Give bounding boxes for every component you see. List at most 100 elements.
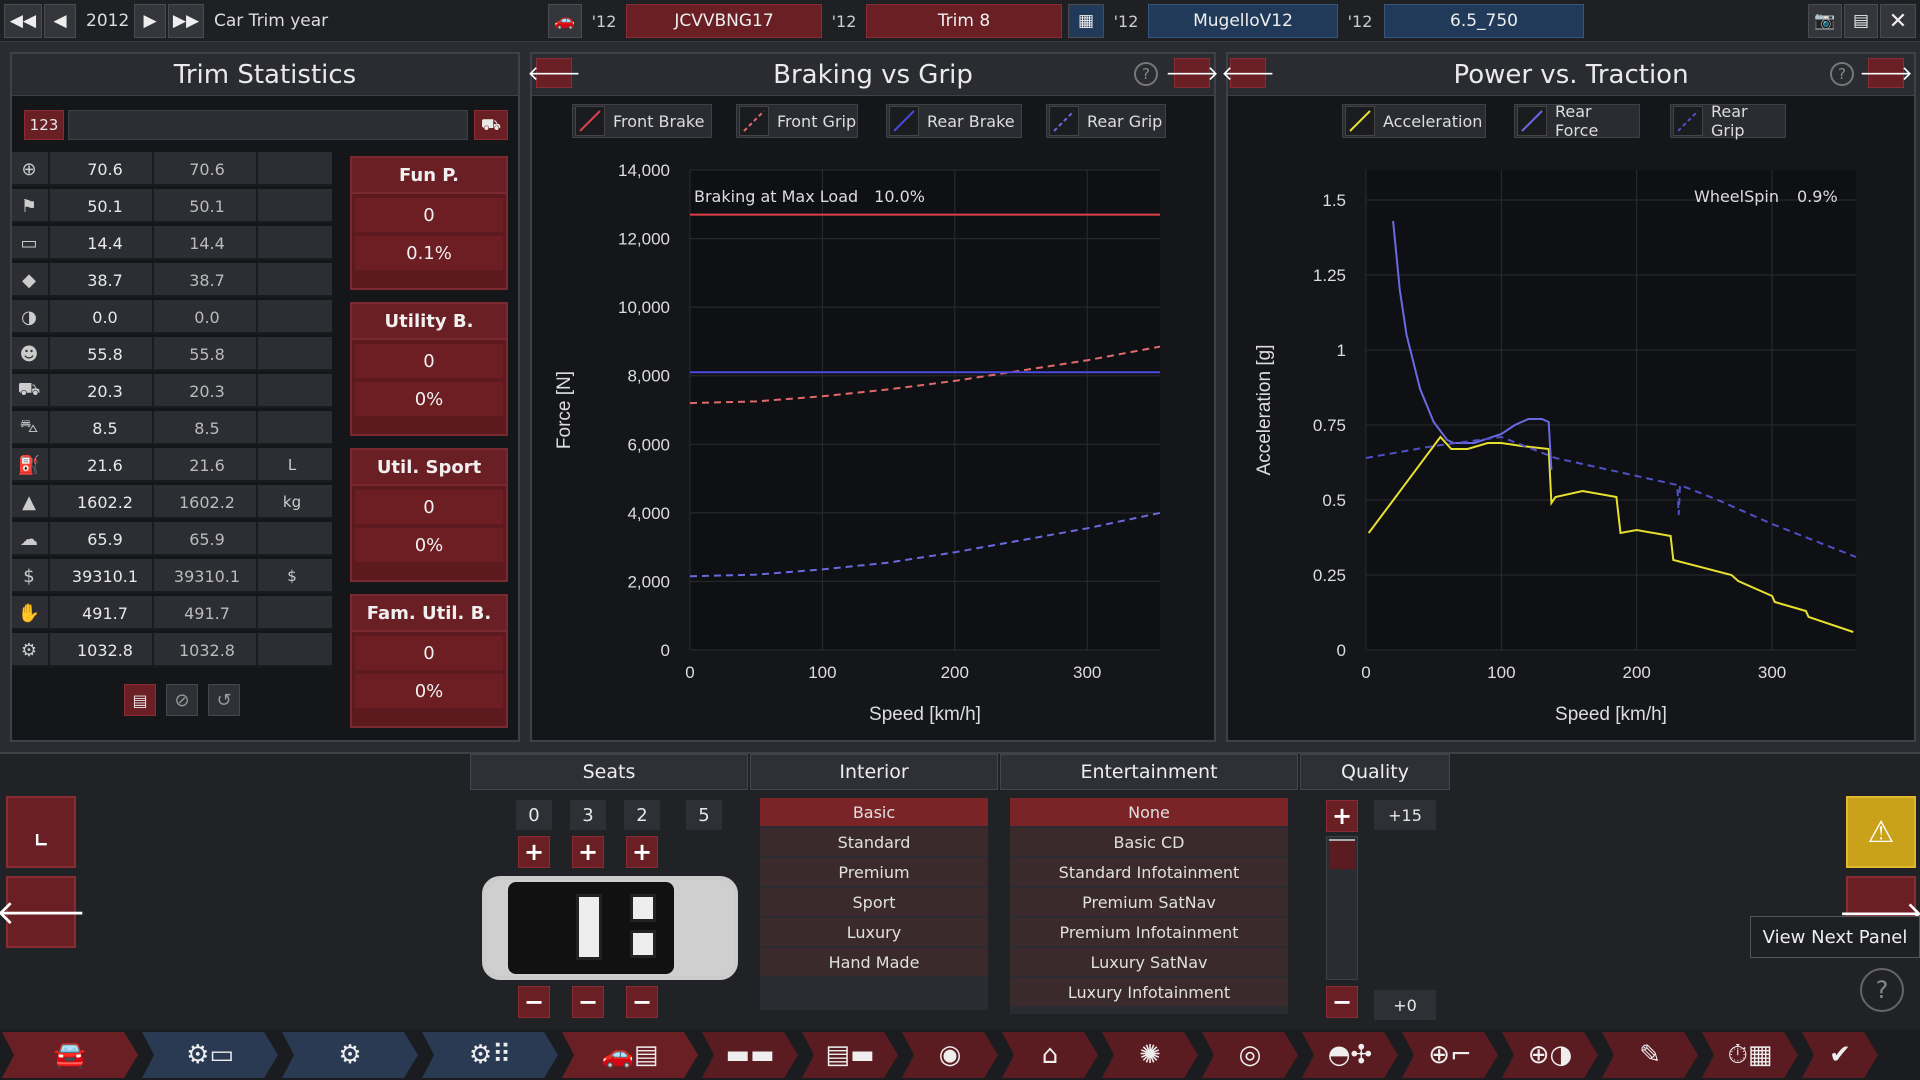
add-seat-row1-button[interactable]: + — [518, 836, 550, 868]
tab-engine-parts-icon[interactable]: ⚙▭ — [142, 1032, 278, 1078]
trim-name[interactable]: Trim 8 — [866, 4, 1062, 38]
fuel-icon: ⛽ — [17, 454, 41, 476]
report-icon[interactable]: ▤ — [124, 684, 156, 716]
stat-row: ⊕ 70.6 70.6 — [12, 152, 332, 186]
help-icon[interactable]: ? — [1830, 62, 1854, 86]
legend-swatch — [739, 106, 769, 136]
stat-row: ▭ 14.4 14.4 — [12, 226, 332, 260]
truck-icon: ⛟ — [17, 379, 41, 400]
environment-icon: ☁ — [20, 528, 38, 550]
stat-value: 70.6 — [87, 159, 123, 179]
clear-icon[interactable]: ⊘ — [166, 684, 198, 716]
stat-row: ⛍ 8.5 8.5 — [12, 411, 332, 445]
tab-engine-tune-icon[interactable]: ⚙⠿ — [422, 1032, 558, 1078]
entertainment-option-luxury-satnav[interactable]: Luxury SatNav — [1010, 948, 1288, 978]
interior-option-luxury[interactable]: Luxury — [760, 918, 988, 948]
last-year-button[interactable]: ▶▶ — [168, 4, 204, 38]
help-icon[interactable]: ? — [1860, 968, 1904, 1012]
x-tick-label: 300 — [1758, 663, 1786, 682]
stat-row: ☁ 65.9 65.9 — [12, 522, 332, 556]
interior-option-standard[interactable]: Standard — [760, 828, 988, 858]
truck-filter-icon[interactable]: ⛟ — [474, 110, 508, 140]
filter-number-label[interactable]: 123 — [24, 110, 64, 140]
legend-rear-brake[interactable]: Rear Brake — [886, 104, 1022, 138]
y-axis-label: Acceleration [g] — [1254, 345, 1275, 476]
tab-fixtures-icon[interactable]: ▬▬ — [702, 1032, 798, 1078]
variant-name[interactable]: 6.5_750 — [1384, 4, 1584, 38]
tab-aero-icon[interactable]: ◓✣ — [1302, 1032, 1398, 1078]
legend-front-grip[interactable]: Front Grip — [736, 104, 858, 138]
row-divider — [256, 559, 258, 593]
interior-option-sport[interactable]: Sport — [760, 888, 988, 918]
first-year-button[interactable]: ◀◀ — [4, 4, 42, 38]
entertainment-option-standard-infotainment[interactable]: Standard Infotainment — [1010, 858, 1288, 888]
calculator-icon[interactable]: ▤ — [1844, 4, 1878, 38]
legend-acceleration[interactable]: Acceleration — [1342, 104, 1486, 138]
tab-suspension-icon[interactable]: ⌂ — [1002, 1032, 1098, 1078]
seat-count-1: 3 — [570, 800, 606, 830]
tab-wheels-icon[interactable]: ✺ — [1102, 1032, 1198, 1078]
next-year-button[interactable]: ▶ — [134, 4, 166, 38]
entertainment-option-none[interactable]: None — [1010, 798, 1288, 828]
entertainment-option-basic-cd[interactable]: Basic CD — [1010, 828, 1288, 858]
tab-trim-seats-icon[interactable]: 🚗▤ — [562, 1032, 698, 1078]
row-divider — [152, 596, 154, 630]
tab-tuning-icon[interactable]: ✎ — [1602, 1032, 1698, 1078]
tab-testing-icon[interactable]: ⏱▦ — [1702, 1032, 1798, 1078]
row-divider — [256, 485, 258, 519]
car-model-icon[interactable]: 🚗 — [548, 4, 582, 38]
tab-finish-icon[interactable]: ✔ — [1802, 1032, 1878, 1078]
legend-front-brake[interactable]: Front Brake — [572, 104, 712, 138]
remove-seat-row1-button[interactable]: − — [518, 986, 550, 1018]
engine-icon[interactable]: ▦ — [1068, 4, 1104, 38]
tab-engine-design-icon[interactable]: ⚙ — [282, 1032, 418, 1078]
group-percent: 0% — [355, 674, 503, 708]
remove-seat-row3-button[interactable]: − — [626, 986, 658, 1018]
interior-option-premium[interactable]: Premium — [760, 858, 988, 888]
close-icon[interactable]: ✕ — [1880, 4, 1916, 38]
quality-decrease-button[interactable]: − — [1326, 986, 1358, 1018]
prev-panel-button[interactable]: 🡐 — [1221, 58, 1275, 88]
next-panel-button[interactable]: 🡒 — [1859, 58, 1913, 88]
quality-increase-button[interactable]: + — [1326, 800, 1358, 832]
quality-slider[interactable] — [1326, 836, 1358, 980]
search-input[interactable] — [68, 110, 468, 140]
legend-rear-force[interactable]: Rear Force — [1514, 102, 1640, 140]
next-panel-button[interactable]: 🡒 — [1165, 58, 1219, 88]
back-button[interactable]: 🡐 — [0, 876, 87, 948]
add-seat-row3-button[interactable]: + — [626, 836, 658, 868]
chart-axes-icon[interactable]: ⌞ — [6, 796, 76, 868]
stat-unit — [267, 152, 317, 186]
tab-safety-icon[interactable]: ⊕◑ — [1502, 1032, 1598, 1078]
entertainment-option-luxury-infotainment[interactable]: Luxury Infotainment — [1010, 978, 1288, 1008]
tab-body-icon[interactable]: 🚘 — [2, 1032, 138, 1078]
interior-option-basic[interactable]: Basic — [760, 798, 988, 828]
tab-lights-icon[interactable]: ◉ — [902, 1032, 998, 1078]
help-icon[interactable]: ? — [1134, 62, 1158, 86]
quality-slider-handle[interactable] — [1329, 839, 1355, 869]
engine-name[interactable]: MugelloV12 — [1148, 4, 1338, 38]
tab-interior-icon[interactable]: ▤▬ — [802, 1032, 898, 1078]
prev-year-button[interactable]: ◀ — [44, 4, 76, 38]
braking-chart: 0 100 200 300 0 2,000 4,000 6,000 8,000 10,000 12,… — [554, 161, 1161, 725]
entertainment-option-premium-infotainment[interactable]: Premium Infotainment — [1010, 918, 1288, 948]
variant-year: '12 — [1347, 11, 1373, 31]
entertainment-option-premium-satnav[interactable]: Premium SatNav — [1010, 888, 1288, 918]
stat-value: 65.9 — [87, 529, 123, 549]
tab-brakes-icon[interactable]: ◎ — [1202, 1032, 1298, 1078]
warning-icon[interactable]: ⚠ — [1846, 796, 1916, 868]
tab-driving-icon[interactable]: ⊕⌐ — [1402, 1032, 1498, 1078]
camera-icon[interactable]: 📷 — [1808, 4, 1842, 38]
row-divider — [48, 485, 50, 519]
legend-rear-grip[interactable]: Rear Grip — [1670, 102, 1786, 140]
remove-seat-row2-button[interactable]: − — [572, 986, 604, 1018]
legend-rear-grip[interactable]: Rear Grip — [1046, 104, 1166, 138]
panel-title: Trim Statistics — [12, 54, 518, 96]
model-name[interactable]: JCVVBNG17 — [626, 4, 822, 38]
reset-icon[interactable]: ↺ — [208, 684, 240, 716]
interior-option-hand-made[interactable]: Hand Made — [760, 948, 988, 978]
add-seat-row2-button[interactable]: + — [572, 836, 604, 868]
row-divider — [48, 263, 50, 297]
wheelspin-annotation: WheelSpin 0.9% — [1694, 180, 1838, 212]
prev-panel-button[interactable]: 🡐 — [527, 58, 581, 88]
